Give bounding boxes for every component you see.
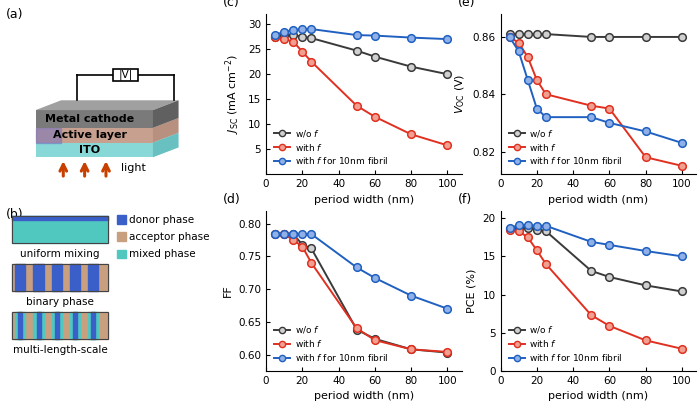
Polygon shape (153, 133, 178, 157)
Bar (12, 264, 108, 291)
Polygon shape (36, 142, 153, 157)
Bar (117, 233, 126, 241)
Text: ITO: ITO (79, 145, 101, 155)
Polygon shape (36, 128, 153, 142)
Bar (88, 312, 98, 339)
Bar (12, 216, 108, 243)
Text: mixed phase: mixed phase (130, 249, 196, 259)
Bar (18, 312, 22, 339)
Y-axis label: $V_{\mathrm{OC}}$ (V): $V_{\mathrm{OC}}$ (V) (454, 74, 467, 114)
Bar (55, 312, 59, 339)
Polygon shape (36, 133, 178, 142)
Bar (34, 312, 43, 339)
Y-axis label: $J_{\mathrm{SC}}$ (mA cm$^{-2}$): $J_{\mathrm{SC}}$ (mA cm$^{-2}$) (224, 54, 242, 134)
Text: |V|: |V| (118, 69, 132, 80)
Text: Active layer: Active layer (53, 130, 127, 140)
X-axis label: period width (nm): period width (nm) (314, 195, 414, 205)
Bar (12, 216, 108, 243)
Bar (15, 264, 25, 291)
Bar (70, 312, 80, 339)
Text: donor phase: donor phase (130, 215, 195, 225)
Bar (113, 69, 139, 81)
Text: (a): (a) (6, 8, 23, 21)
Legend: w/o $f$, with $f$, with $f$ for 10nm fibril: w/o $f$, with $f$, with $f$ for 10nm fib… (270, 124, 392, 170)
Text: (e): (e) (457, 0, 475, 9)
Polygon shape (153, 100, 178, 128)
Polygon shape (36, 118, 178, 128)
Text: (c): (c) (223, 0, 239, 9)
Legend: w/o $f$, with $f$, with $f$ for 10nm fibril: w/o $f$, with $f$, with $f$ for 10nm fib… (505, 124, 626, 170)
Bar (52, 264, 62, 291)
Bar (73, 312, 77, 339)
Text: (d): (d) (223, 193, 241, 206)
Polygon shape (36, 128, 61, 142)
Polygon shape (36, 100, 178, 110)
Bar (12, 312, 108, 339)
Polygon shape (36, 110, 153, 128)
Text: (b): (b) (6, 209, 23, 221)
Y-axis label: FF: FF (223, 284, 232, 297)
Legend: w/o $f$, with $f$, with $f$ for 10nm fibril: w/o $f$, with $f$, with $f$ for 10nm fib… (505, 321, 626, 367)
Y-axis label: PCE (%): PCE (%) (467, 269, 477, 313)
Bar (117, 215, 126, 224)
Bar (52, 312, 62, 339)
Bar (15, 312, 25, 339)
X-axis label: period width (nm): period width (nm) (548, 391, 649, 401)
Bar (91, 312, 95, 339)
Text: light: light (121, 163, 146, 173)
X-axis label: period width (nm): period width (nm) (548, 195, 649, 205)
Bar (36, 312, 41, 339)
Polygon shape (153, 118, 178, 142)
Bar (34, 264, 43, 291)
Bar (12, 264, 108, 291)
Text: multi-length-scale: multi-length-scale (13, 345, 108, 355)
Bar (88, 264, 98, 291)
Text: acceptor phase: acceptor phase (130, 232, 210, 242)
Text: binary phase: binary phase (26, 297, 94, 307)
X-axis label: period width (nm): period width (nm) (314, 391, 414, 401)
Text: (f): (f) (457, 193, 472, 206)
Text: uniform mixing: uniform mixing (20, 249, 100, 259)
Bar (117, 250, 126, 258)
Bar (12, 216, 108, 219)
Bar (12, 312, 108, 339)
Text: Metal cathode: Metal cathode (46, 114, 134, 124)
Bar (70, 264, 80, 291)
Legend: w/o $f$, with $f$, with $f$ for 10nm fibril: w/o $f$, with $f$, with $f$ for 10nm fib… (270, 321, 392, 367)
